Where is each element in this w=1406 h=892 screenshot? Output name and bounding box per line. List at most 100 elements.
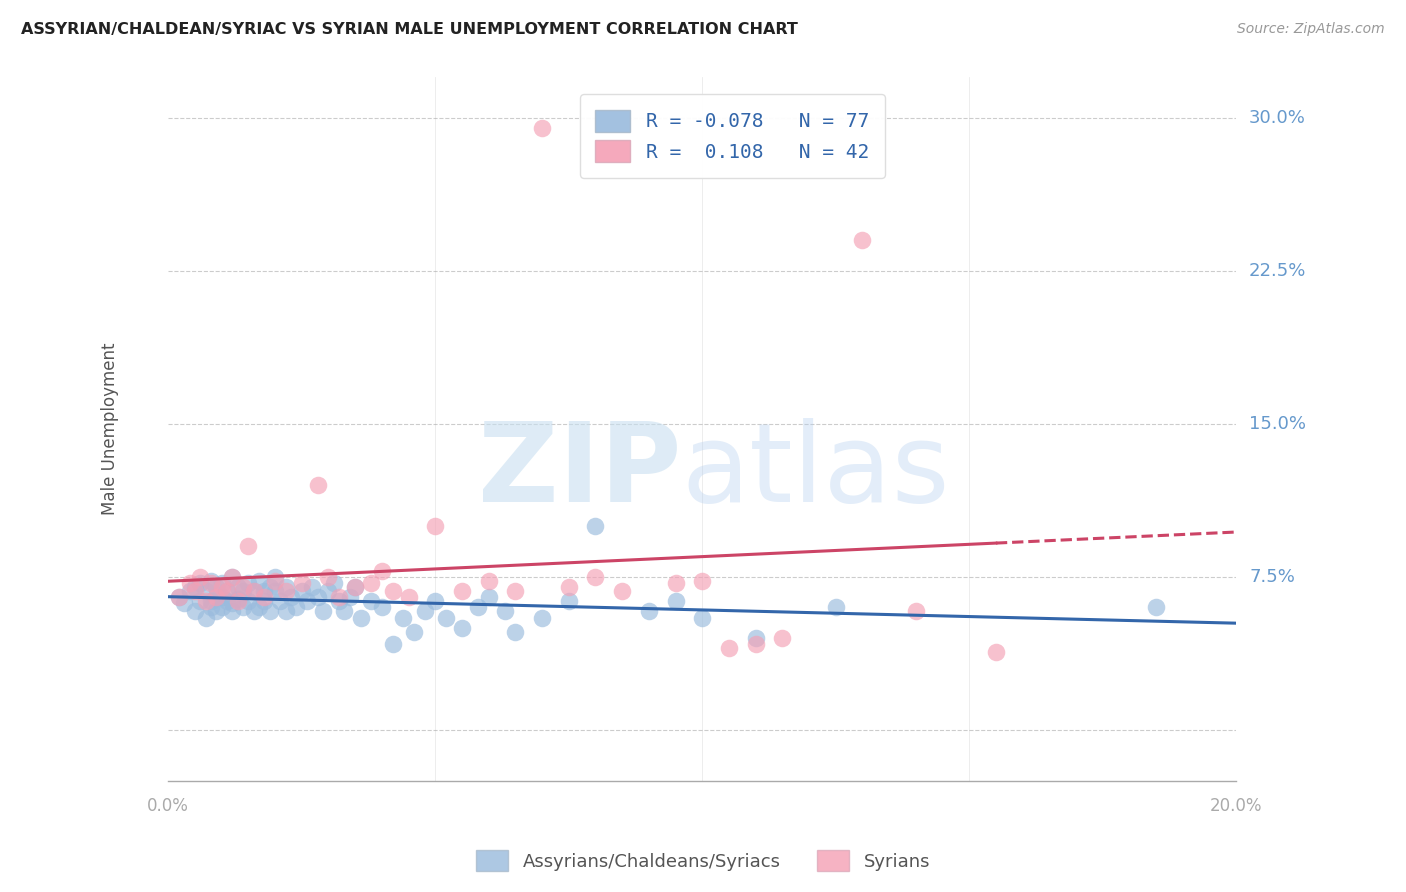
Point — [770, 631, 793, 645]
Point — [253, 584, 276, 599]
Point — [242, 584, 264, 599]
Point — [478, 574, 501, 588]
Point — [371, 564, 394, 578]
Point — [558, 580, 581, 594]
Point — [402, 624, 425, 639]
Point — [194, 584, 217, 599]
Point — [274, 604, 297, 618]
Point — [226, 592, 249, 607]
Point — [558, 594, 581, 608]
Point — [505, 584, 527, 599]
Point — [173, 596, 195, 610]
Point — [259, 580, 281, 594]
Point — [478, 590, 501, 604]
Text: 0.0%: 0.0% — [148, 797, 190, 815]
Point — [339, 590, 361, 604]
Point — [451, 584, 474, 599]
Point — [451, 621, 474, 635]
Point — [253, 590, 276, 604]
Text: 15.0%: 15.0% — [1249, 415, 1306, 433]
Point — [221, 570, 243, 584]
Point — [226, 594, 249, 608]
Point — [717, 641, 740, 656]
Point — [318, 584, 340, 599]
Point — [215, 584, 238, 599]
Point — [505, 624, 527, 639]
Point — [184, 580, 207, 594]
Point — [664, 594, 686, 608]
Point — [232, 584, 254, 599]
Point — [247, 600, 270, 615]
Point — [349, 610, 371, 624]
Point — [188, 594, 211, 608]
Point — [392, 610, 415, 624]
Text: 22.5%: 22.5% — [1249, 262, 1306, 280]
Point — [194, 594, 217, 608]
Point — [312, 604, 335, 618]
Legend: Assyrians/Chaldeans/Syriacs, Syrians: Assyrians/Chaldeans/Syriacs, Syrians — [468, 843, 938, 879]
Point — [285, 600, 308, 615]
Point — [322, 576, 344, 591]
Text: 20.0%: 20.0% — [1211, 797, 1263, 815]
Point — [274, 584, 297, 599]
Point — [200, 600, 222, 615]
Point — [371, 600, 394, 615]
Text: atlas: atlas — [681, 417, 949, 524]
Text: ASSYRIAN/CHALDEAN/SYRIAC VS SYRIAN MALE UNEMPLOYMENT CORRELATION CHART: ASSYRIAN/CHALDEAN/SYRIAC VS SYRIAN MALE … — [21, 22, 799, 37]
Point — [238, 576, 260, 591]
Text: 7.5%: 7.5% — [1249, 568, 1295, 586]
Point — [637, 604, 659, 618]
Point — [205, 590, 228, 604]
Point — [200, 576, 222, 591]
Point — [179, 584, 201, 599]
Point — [344, 580, 367, 594]
Point — [494, 604, 516, 618]
Point — [360, 594, 382, 608]
Point — [205, 604, 228, 618]
Point — [984, 645, 1007, 659]
Point — [259, 604, 281, 618]
Point — [221, 604, 243, 618]
Point — [264, 574, 287, 588]
Point — [188, 576, 211, 591]
Point — [232, 600, 254, 615]
Point — [381, 637, 404, 651]
Point — [280, 590, 302, 604]
Point — [301, 580, 323, 594]
Point — [381, 584, 404, 599]
Point — [851, 234, 873, 248]
Text: Male Unemployment: Male Unemployment — [101, 343, 118, 516]
Text: ZIP: ZIP — [478, 417, 681, 524]
Point — [167, 590, 190, 604]
Point — [585, 570, 607, 584]
Point — [221, 596, 243, 610]
Point — [200, 574, 222, 588]
Point — [425, 519, 447, 533]
Legend: R = -0.078   N = 77, R =  0.108   N = 42: R = -0.078 N = 77, R = 0.108 N = 42 — [579, 95, 884, 178]
Point — [291, 584, 314, 599]
Point — [318, 570, 340, 584]
Point — [360, 576, 382, 591]
Point — [610, 584, 633, 599]
Point — [211, 580, 233, 594]
Point — [398, 590, 420, 604]
Point — [184, 584, 207, 599]
Point — [690, 610, 713, 624]
Point — [531, 121, 554, 136]
Point — [291, 576, 314, 591]
Point — [1144, 600, 1167, 615]
Point — [211, 576, 233, 591]
Point — [274, 580, 297, 594]
Point — [179, 576, 201, 591]
Point — [194, 610, 217, 624]
Point — [295, 594, 318, 608]
Point — [467, 600, 489, 615]
Point — [205, 580, 228, 594]
Point — [434, 610, 457, 624]
Point — [333, 604, 356, 618]
Point — [232, 580, 254, 594]
Point — [215, 594, 238, 608]
Point — [167, 590, 190, 604]
Point — [307, 590, 329, 604]
Point — [664, 576, 686, 591]
